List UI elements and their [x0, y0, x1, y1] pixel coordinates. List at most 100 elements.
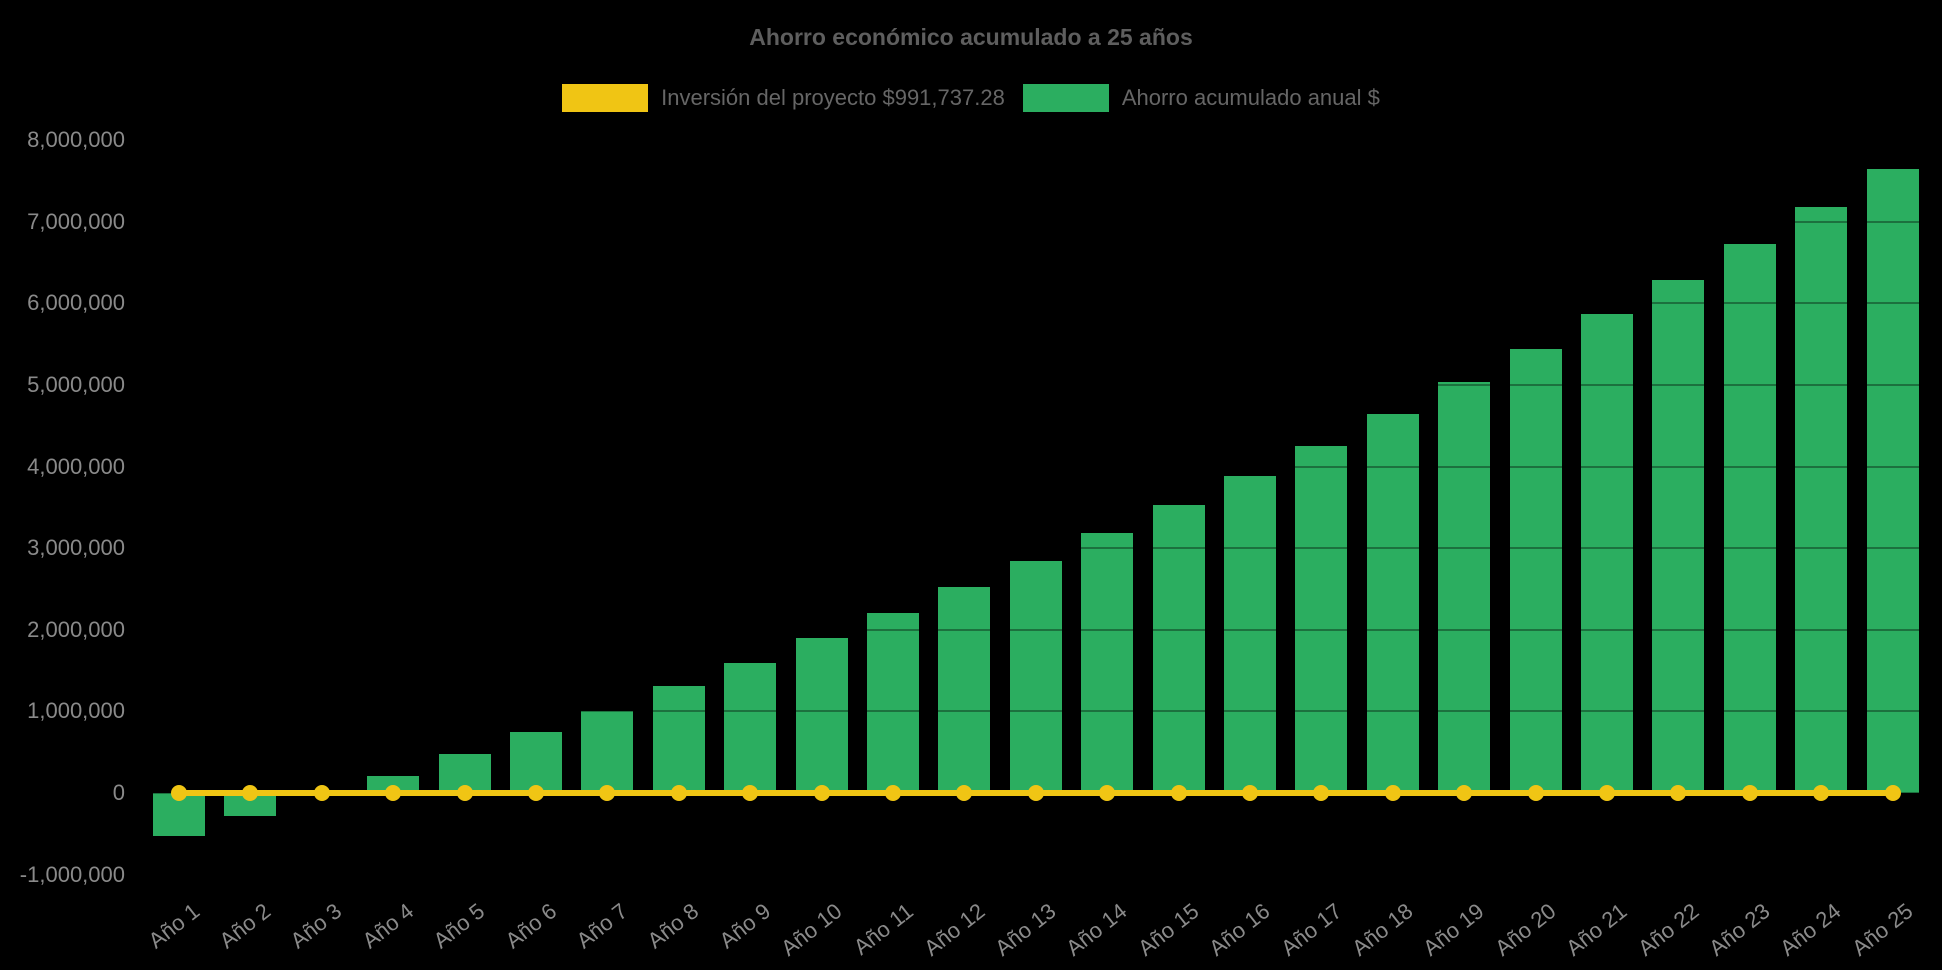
y-axis-tick-label: 7,000,000: [27, 208, 125, 234]
x-axis-tick-label: Año 20: [1490, 898, 1561, 961]
x-axis-tick-label: Año 21: [1561, 898, 1632, 961]
x-axis-tick-label: Año 15: [1133, 898, 1204, 961]
investment-line-point[interactable]: [599, 785, 616, 801]
bar-año-9[interactable]: [724, 663, 777, 793]
x-axis-tick-label: Año 3: [285, 898, 347, 954]
gridline: [140, 139, 1925, 142]
investment-line-point[interactable]: [1170, 785, 1187, 801]
investment-line-point[interactable]: [1884, 785, 1901, 801]
y-axis-tick-label: 6,000,000: [27, 290, 125, 316]
investment-line-point[interactable]: [456, 785, 473, 801]
x-axis-tick-label: Año 13: [990, 898, 1061, 961]
investment-line-point[interactable]: [313, 785, 330, 801]
investment-line-point[interactable]: [813, 785, 830, 801]
bar-año-13[interactable]: [1009, 561, 1062, 793]
legend-item-ahorro[interactable]: Ahorro acumulado anual $: [1022, 84, 1380, 112]
bar-año-12[interactable]: [938, 587, 991, 793]
investment-line-point[interactable]: [1313, 785, 1330, 801]
bar-año-7[interactable]: [581, 711, 634, 793]
investment-line-point[interactable]: [528, 785, 544, 801]
x-axis-tick-label: Año 22: [1632, 898, 1704, 961]
investment-line-point[interactable]: [1456, 785, 1473, 801]
legend-item-inversion[interactable]: Inversión del proyecto $991,737.28: [562, 84, 1005, 112]
gridline: [140, 302, 1925, 305]
bar-año-25[interactable]: [1866, 168, 1919, 793]
bar-año-4[interactable]: [367, 775, 420, 793]
x-axis-tick-label: Año 6: [500, 898, 561, 954]
investment-line-point[interactable]: [956, 785, 973, 801]
y-axis-tick-label: 3,000,000: [27, 535, 125, 561]
legend-swatch-inversion-icon: [562, 84, 649, 112]
x-axis-tick-label: Año 2: [214, 898, 276, 954]
x-axis-tick-label: Año 10: [776, 898, 847, 961]
bar-año-16[interactable]: [1224, 476, 1276, 793]
y-axis-tick-label: 4,000,000: [27, 453, 125, 479]
y-axis-tick-label: 5,000,000: [27, 372, 125, 397]
gridline: [140, 710, 1925, 713]
chart-title: Ahorro económico acumulado a 25 años: [749, 24, 1193, 50]
x-axis-tick-label: Año 18: [1347, 898, 1418, 961]
y-axis-tick-label: 2,000,000: [27, 616, 125, 642]
investment-line-point[interactable]: [742, 785, 759, 801]
bar-año-11[interactable]: [867, 612, 919, 793]
x-axis-tick-label: Año 9: [714, 898, 775, 954]
bar-año-17[interactable]: [1295, 446, 1348, 793]
bar-año-10[interactable]: [795, 637, 848, 793]
x-axis-tick-label: Año 5: [428, 898, 490, 954]
investment-line-point[interactable]: [171, 785, 187, 801]
x-axis-tick-label: Año 23: [1704, 898, 1775, 961]
investment-line-point[interactable]: [1741, 785, 1758, 801]
legend-swatch-ahorro-icon: [1022, 84, 1109, 112]
bar-año-14[interactable]: [1081, 532, 1134, 793]
bar-año-6[interactable]: [510, 731, 562, 793]
investment-line-point[interactable]: [1027, 785, 1044, 801]
x-axis-tick-label: Año 12: [918, 898, 990, 961]
gridline: [140, 628, 1925, 631]
legend-label-inversion: Inversión del proyecto $991,737.28: [661, 85, 1005, 110]
y-axis-tick-label: 0: [112, 780, 125, 805]
x-axis-tick-label: Año 4: [357, 898, 418, 954]
investment-line-point[interactable]: [1384, 785, 1401, 801]
x-axis-tick-label: Año 8: [642, 898, 704, 954]
y-axis-tick-label: -1,000,000: [19, 861, 125, 887]
x-axis-tick-label: Año 1: [143, 898, 204, 954]
legend-label-ahorro: Ahorro acumulado anual $: [1121, 85, 1380, 110]
investment-line-point[interactable]: [1099, 785, 1116, 801]
bar-año-19[interactable]: [1438, 381, 1491, 793]
x-axis-tick-label: Año 11: [848, 898, 918, 960]
gridline: [140, 465, 1925, 468]
bar-año-21[interactable]: [1581, 314, 1633, 793]
x-axis-tick-label: Año 24: [1775, 898, 1846, 961]
bar-año-22[interactable]: [1652, 279, 1705, 793]
gridline: [140, 547, 1925, 550]
x-axis-tick-label: Año 16: [1204, 898, 1275, 961]
bar-año-20[interactable]: [1509, 349, 1562, 793]
investment-line-point[interactable]: [1242, 785, 1258, 801]
bar-año-23[interactable]: [1723, 243, 1776, 793]
investment-line-point[interactable]: [1527, 785, 1544, 801]
chart-legend: Inversión del proyecto $991,737.28 Ahorr…: [0, 84, 1942, 112]
investment-line-point[interactable]: [1599, 785, 1615, 801]
investment-line-point[interactable]: [385, 785, 402, 801]
y-axis-tick-label: 1,000,000: [27, 698, 125, 724]
bar-año-15[interactable]: [1152, 504, 1205, 793]
bar-año-2[interactable]: [224, 793, 277, 816]
bar-año-8[interactable]: [652, 686, 705, 793]
bar-año-18[interactable]: [1366, 413, 1419, 793]
gridline: [140, 873, 1925, 876]
bar-año-24[interactable]: [1795, 207, 1848, 793]
investment-line-point[interactable]: [670, 785, 687, 801]
investment-line-point[interactable]: [1670, 785, 1687, 801]
x-axis-tick-label: Año 7: [571, 898, 633, 954]
investment-line-point[interactable]: [242, 785, 259, 801]
x-axis-tick-label: Año 25: [1847, 898, 1918, 961]
gridline: [140, 220, 1925, 223]
gridline: [140, 384, 1925, 386]
x-axis-tick-label: Año 19: [1418, 898, 1489, 961]
investment-line-point[interactable]: [885, 785, 901, 801]
x-axis-tick-label: Año 17: [1275, 898, 1347, 961]
y-axis-tick-label: 8,000,000: [27, 127, 125, 153]
investment-line-point[interactable]: [1813, 785, 1830, 801]
x-axis-tick-label: Año 14: [1061, 898, 1132, 961]
